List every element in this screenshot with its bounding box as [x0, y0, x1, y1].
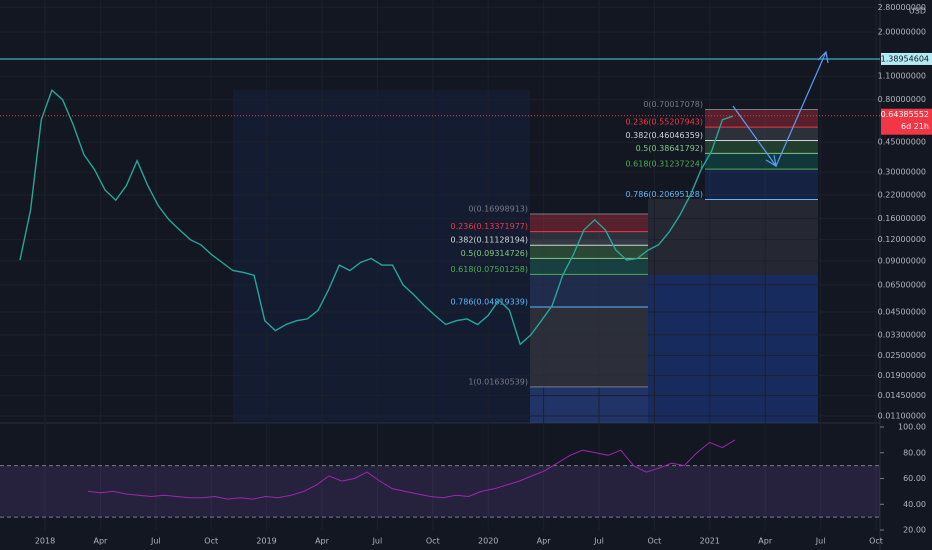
time-label: Apr	[315, 537, 330, 546]
price-tick-label: 0.01100000	[878, 411, 926, 420]
time-label: 2020	[478, 537, 498, 546]
price-tick-label: 0.09000000	[878, 256, 926, 265]
time-label: Jul	[372, 537, 383, 546]
fib-band	[705, 153, 818, 170]
fib-band	[705, 127, 818, 141]
fib-label: 0.382(0.46046359)	[626, 131, 704, 140]
time-label: 2018	[35, 537, 55, 546]
fib-label: 0.236(0.55207943)	[626, 118, 704, 127]
fib-band	[705, 169, 818, 200]
arrow-head	[817, 50, 829, 64]
fib-label: 0.786(0.04819339)	[451, 297, 529, 306]
fib-band	[530, 213, 648, 232]
price-tick-label: 0.22000000	[878, 190, 926, 199]
price-tick-label: 0.01450000	[878, 391, 926, 400]
fib-label: 0(0.16998913)	[468, 204, 528, 213]
fib-label: 0.236(0.13371977)	[451, 222, 529, 231]
fib-band	[530, 306, 648, 387]
position-box	[530, 387, 648, 423]
time-label: Apr	[537, 537, 552, 546]
rsi-tick-label: 20.00	[903, 526, 926, 535]
fib-label: 0(0.70017078)	[643, 100, 703, 109]
last-price-label: 0.64385552	[881, 110, 929, 119]
rsi-band	[0, 465, 880, 518]
fib-band	[530, 231, 648, 246]
fib-label: 0.786(0.20695128)	[626, 190, 704, 199]
time-label: Oct	[647, 537, 661, 546]
price-line	[19, 88, 734, 346]
price-tick-label: 0.80000000	[878, 95, 926, 104]
fib-band	[530, 274, 648, 307]
resistance-label: 1.38954604	[881, 54, 929, 63]
fib-band	[530, 258, 648, 275]
time-label: Oct	[204, 537, 218, 546]
rsi-tick-label: 40.00	[903, 500, 926, 509]
time-label: 2021	[700, 537, 720, 546]
price-tick-label: 0.02500000	[878, 351, 926, 360]
range-box	[233, 90, 530, 423]
arrow-head	[765, 154, 777, 168]
time-label: Jul	[150, 537, 161, 546]
price-tick-label: 1.10000000	[878, 72, 926, 81]
price-tick-label: 0.30000000	[878, 168, 926, 177]
rsi-tick-label: 80.00	[903, 448, 926, 457]
fib-label: 1(0.01630539)	[468, 377, 528, 386]
fib-label: 0.382(0.11128194)	[451, 236, 529, 245]
position-box	[648, 199, 818, 275]
time-label: Apr	[758, 537, 773, 546]
rsi-tick-label: 100.00	[898, 422, 926, 431]
price-tick-label: 0.06500000	[878, 280, 926, 289]
time-label: Oct	[869, 537, 883, 546]
price-tick-label: 0.04500000	[878, 308, 926, 317]
fib-band	[530, 245, 648, 259]
position-box	[530, 240, 648, 423]
price-tick-label: 2.80000000	[878, 3, 926, 12]
price-tick-label: 0.16000000	[878, 214, 926, 223]
currency-label: USD	[909, 7, 926, 16]
price-tag	[881, 108, 932, 135]
fib-label: 0.5(0.09314726)	[461, 249, 528, 258]
countdown-label: 6d 21h	[901, 122, 929, 131]
time-label: Jul	[815, 537, 826, 546]
rsi-line	[87, 439, 736, 500]
fib-band	[705, 109, 818, 128]
time-label: Apr	[93, 537, 108, 546]
fib-label: 0.618(0.07501258)	[451, 265, 529, 274]
price-tick-label: 0.01900000	[878, 371, 926, 380]
rsi-tick-label: 60.00	[903, 474, 926, 483]
position-box	[648, 275, 818, 423]
price-tag	[881, 52, 932, 65]
time-label: 2019	[256, 537, 276, 546]
time-label: Jul	[593, 537, 604, 546]
price-tick-label: 2.00000000	[878, 28, 926, 37]
price-tick-label: 0.45000000	[878, 138, 926, 147]
price-tick-label: 0.12000000	[878, 235, 926, 244]
time-label: Oct	[426, 537, 440, 546]
fib-label: 0.5(0.38641792)	[636, 144, 703, 153]
fib-label: 0.618(0.31237224)	[626, 160, 704, 169]
price-tick-label: 0.03300000	[878, 330, 926, 339]
fib-band	[705, 140, 818, 154]
